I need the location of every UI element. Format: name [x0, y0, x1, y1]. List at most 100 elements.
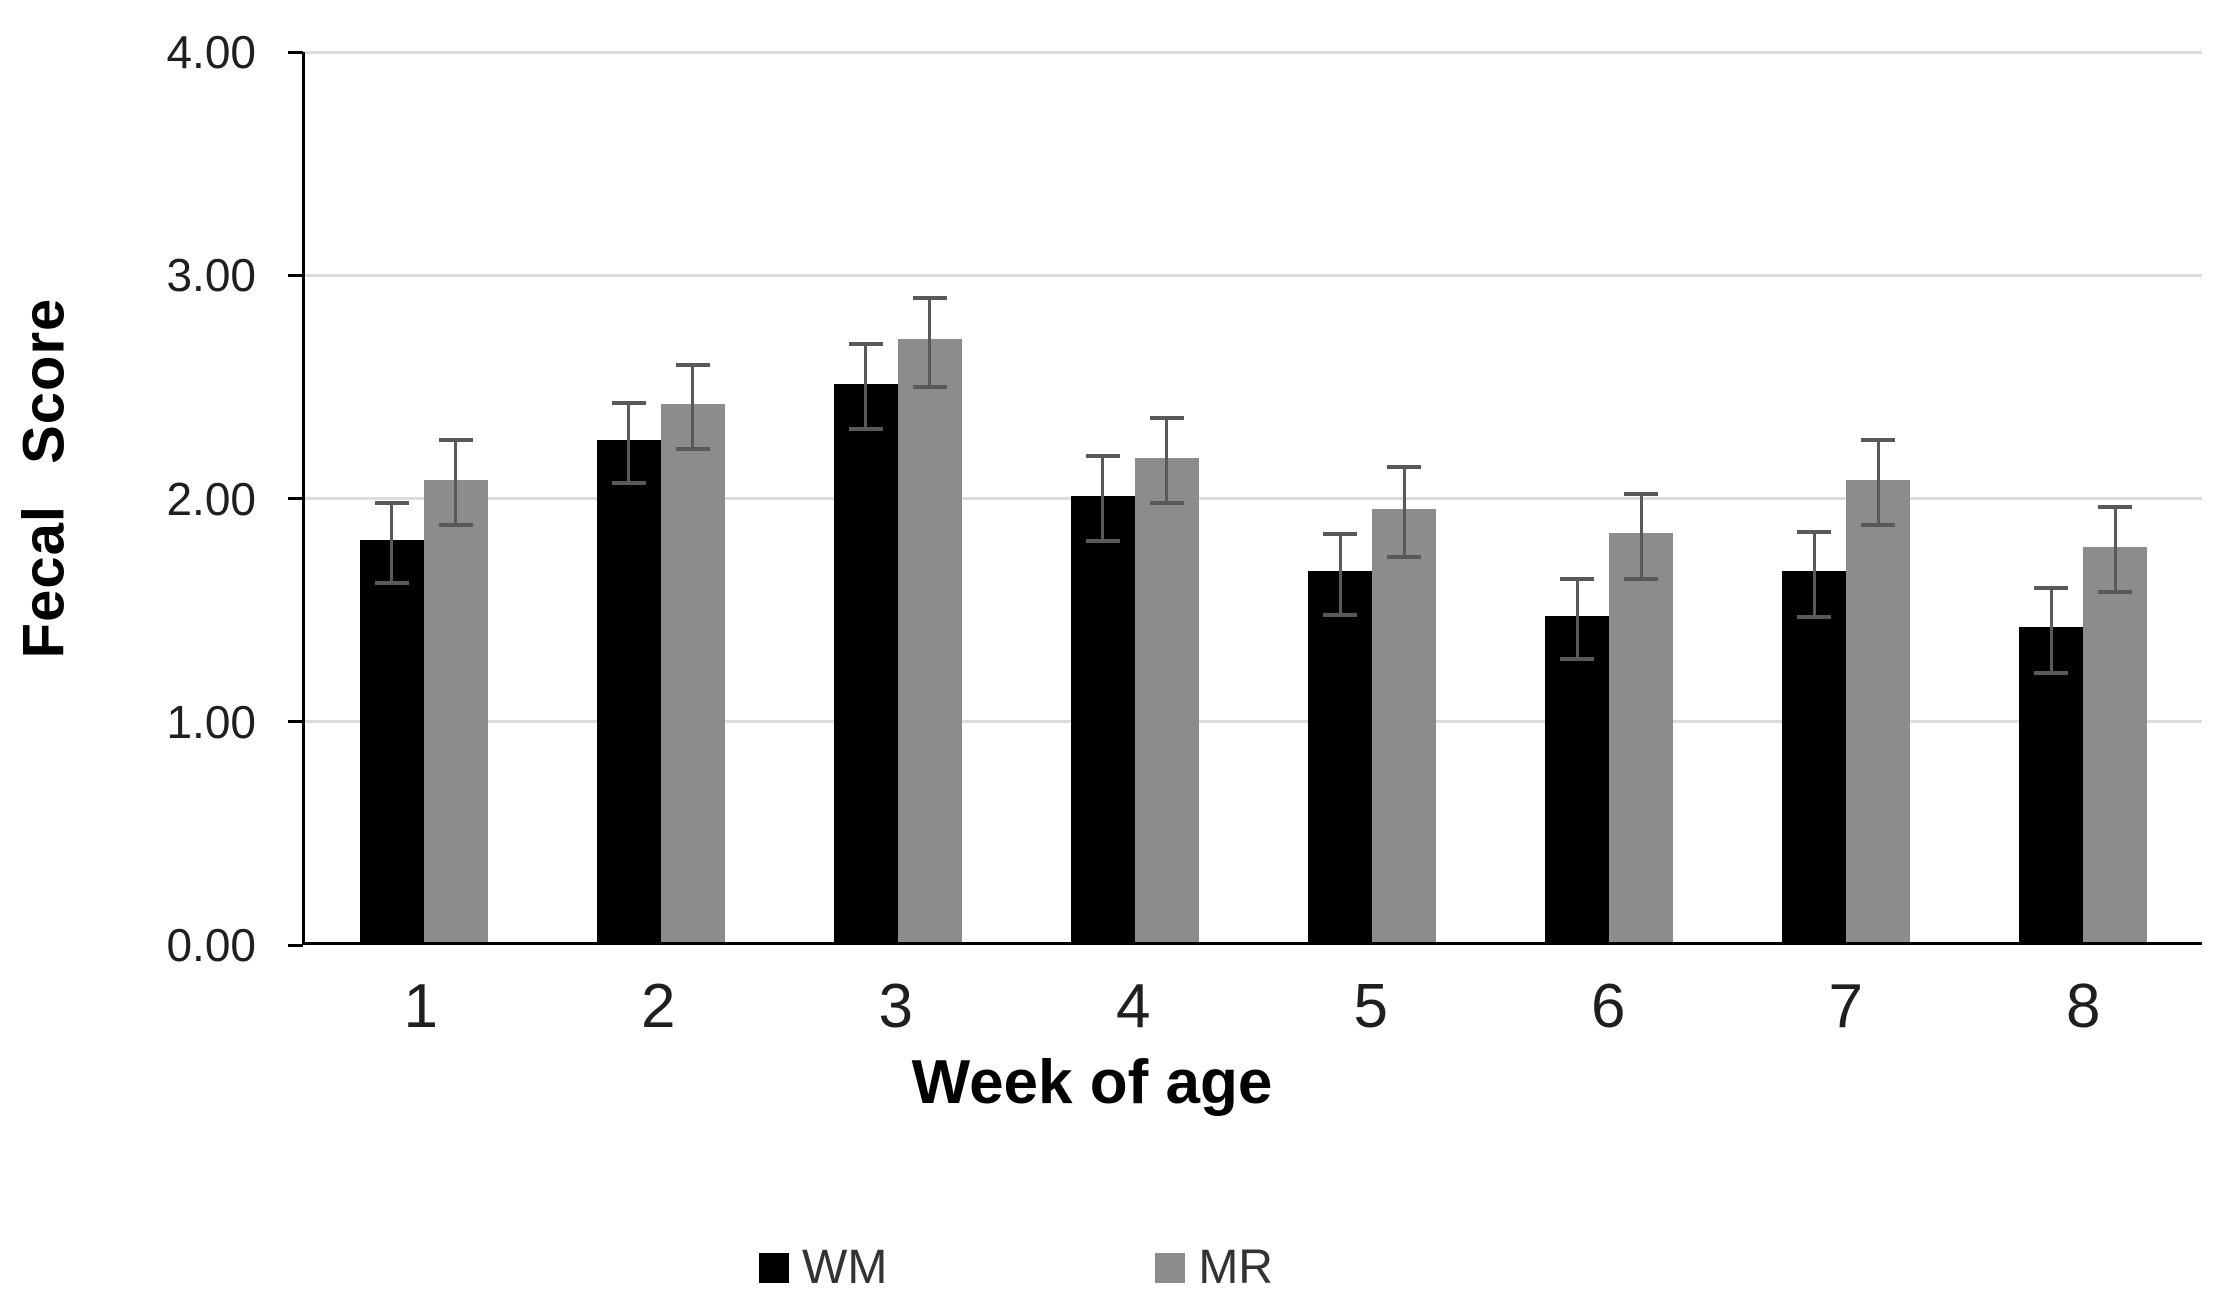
error-bar-cap-bottom-wm-week-7 [1797, 614, 1832, 619]
plot-area [288, 50, 2202, 947]
error-bar-cap-bottom-mr-week-3 [912, 384, 947, 389]
gridline-4.00 [305, 50, 2202, 54]
y-tick-label-2.00: 2.00 [166, 472, 256, 525]
error-bar-wm-week-5 [1338, 534, 1342, 615]
bar-mr-week-4 [1134, 457, 1199, 942]
y-tick-label-1.00: 1.00 [166, 695, 256, 748]
error-bar-cap-top-wm-week-7 [1797, 529, 1832, 534]
gridline-2.00 [305, 497, 2202, 500]
legend-swatch-wm-icon [759, 1253, 790, 1283]
error-bar-wm-week-7 [1812, 531, 1816, 617]
legend-swatch-mr-icon [1155, 1253, 1186, 1283]
y-tick-label-3.00: 3.00 [166, 249, 256, 302]
x-axis-tick-labels: 1 2 3 4 5 6 7 8 [302, 972, 2202, 1042]
bar-wm-week-3 [833, 383, 898, 942]
bar-mr-week-1 [423, 479, 488, 942]
bar-group-week-2 [542, 52, 779, 942]
bar-wm-week-5 [1308, 571, 1373, 942]
bar-group-week-8 [1965, 52, 2202, 942]
bar-mr-week-5 [1372, 508, 1437, 942]
error-bar-wm-week-6 [1575, 578, 1579, 660]
error-bar-cap-bottom-mr-week-6 [1624, 576, 1659, 581]
error-bar-mr-week-4 [1165, 418, 1169, 503]
error-bar-cap-top-mr-week-8 [2098, 505, 2133, 510]
x-axis-title: Week of age [911, 1048, 1273, 1117]
error-bar-cap-top-mr-week-7 [1861, 438, 1896, 443]
error-bar-mr-week-6 [1639, 494, 1643, 579]
bar-wm-week-1 [359, 540, 424, 942]
error-bar-cap-top-wm-week-6 [1560, 576, 1595, 581]
error-bar-cap-bottom-wm-week-3 [848, 427, 883, 432]
y-axis-tick-1.00 [288, 720, 303, 724]
bar-group-week-3 [779, 52, 1016, 942]
error-bar-mr-week-8 [2113, 507, 2117, 593]
bar-wm-week-4 [1070, 495, 1135, 942]
error-bar-cap-bottom-wm-week-1 [374, 581, 409, 586]
bar-mr-week-8 [2083, 546, 2148, 942]
error-bar-cap-top-wm-week-4 [1085, 454, 1120, 459]
error-bar-wm-week-1 [390, 502, 394, 584]
x-tick-label-3: 3 [878, 972, 913, 1041]
legend: WM MR [0, 1240, 2123, 1296]
bar-wm-week-6 [1545, 616, 1610, 942]
legend-item-wm: WM [759, 1240, 887, 1296]
error-bar-cap-top-wm-week-8 [2034, 585, 2069, 590]
error-bar-cap-top-wm-week-3 [848, 342, 883, 347]
error-bar-cap-top-mr-week-2 [675, 362, 710, 367]
error-bar-cap-top-wm-week-5 [1323, 532, 1358, 537]
bar-group-week-6 [1491, 52, 1728, 942]
error-bar-cap-bottom-mr-week-8 [2098, 590, 2133, 595]
y-tick-label-0.00: 0.00 [166, 919, 256, 971]
bar-wm-week-2 [596, 439, 661, 942]
bar-wm-week-8 [2019, 627, 2084, 942]
y-axis-tick-2.00 [288, 497, 303, 500]
bar-mr-week-2 [660, 403, 725, 942]
y-tick-label-4.00: 4.00 [166, 26, 256, 78]
error-bar-wm-week-4 [1101, 456, 1105, 541]
y-axis-tick-0.00 [288, 943, 303, 947]
error-bar-cap-bottom-wm-week-5 [1323, 612, 1358, 617]
x-tick-label-7: 7 [1828, 972, 1863, 1041]
bar-group-week-5 [1254, 52, 1491, 942]
error-bar-cap-bottom-mr-week-7 [1861, 523, 1896, 528]
bar-group-week-1 [305, 52, 542, 942]
error-bar-cap-top-mr-week-6 [1624, 492, 1659, 497]
legend-item-mr: MR [1155, 1240, 1273, 1296]
bar-wm-week-7 [1782, 571, 1847, 942]
bar-group-week-7 [1728, 52, 1965, 942]
bar-mr-week-7 [1846, 479, 1911, 942]
x-tick-label-8: 8 [2066, 972, 2101, 1041]
x-tick-label-6: 6 [1591, 972, 1626, 1041]
error-bar-mr-week-1 [454, 440, 458, 526]
error-bar-wm-week-2 [627, 402, 631, 483]
bar-groups [305, 52, 2202, 942]
gridline-1.00 [305, 720, 2202, 724]
gridline-3.00 [305, 273, 2202, 277]
error-bar-cap-bottom-wm-week-2 [611, 480, 646, 485]
error-bar-cap-top-mr-week-5 [1387, 465, 1422, 470]
error-bar-cap-bottom-mr-week-5 [1387, 554, 1422, 559]
legend-label-wm: WM [802, 1241, 888, 1294]
y-axis-tick-4.00 [288, 50, 303, 54]
error-bar-cap-bottom-mr-week-4 [1149, 500, 1184, 505]
y-axis-tick-3.00 [288, 273, 303, 277]
error-bar-cap-top-mr-week-4 [1149, 416, 1184, 421]
error-bar-cap-bottom-wm-week-6 [1560, 657, 1595, 662]
bar-mr-week-3 [897, 339, 962, 942]
error-bar-mr-week-2 [691, 364, 695, 450]
x-tick-label-5: 5 [1353, 972, 1388, 1041]
x-tick-label-4: 4 [1116, 972, 1151, 1041]
error-bar-cap-bottom-mr-week-2 [675, 447, 710, 452]
error-bar-cap-top-mr-week-1 [438, 438, 473, 443]
error-bar-cap-bottom-wm-week-4 [1085, 538, 1120, 543]
x-tick-label-2: 2 [641, 972, 676, 1041]
error-bar-cap-bottom-wm-week-8 [2034, 670, 2069, 675]
error-bar-cap-bottom-mr-week-1 [438, 523, 473, 528]
error-bar-cap-top-wm-week-2 [611, 400, 646, 405]
x-tick-label-1: 1 [403, 972, 438, 1041]
error-bar-mr-week-7 [1876, 440, 1880, 526]
error-bar-wm-week-3 [864, 344, 868, 430]
error-bar-cap-top-wm-week-1 [374, 500, 409, 505]
bar-mr-week-6 [1609, 533, 1674, 942]
